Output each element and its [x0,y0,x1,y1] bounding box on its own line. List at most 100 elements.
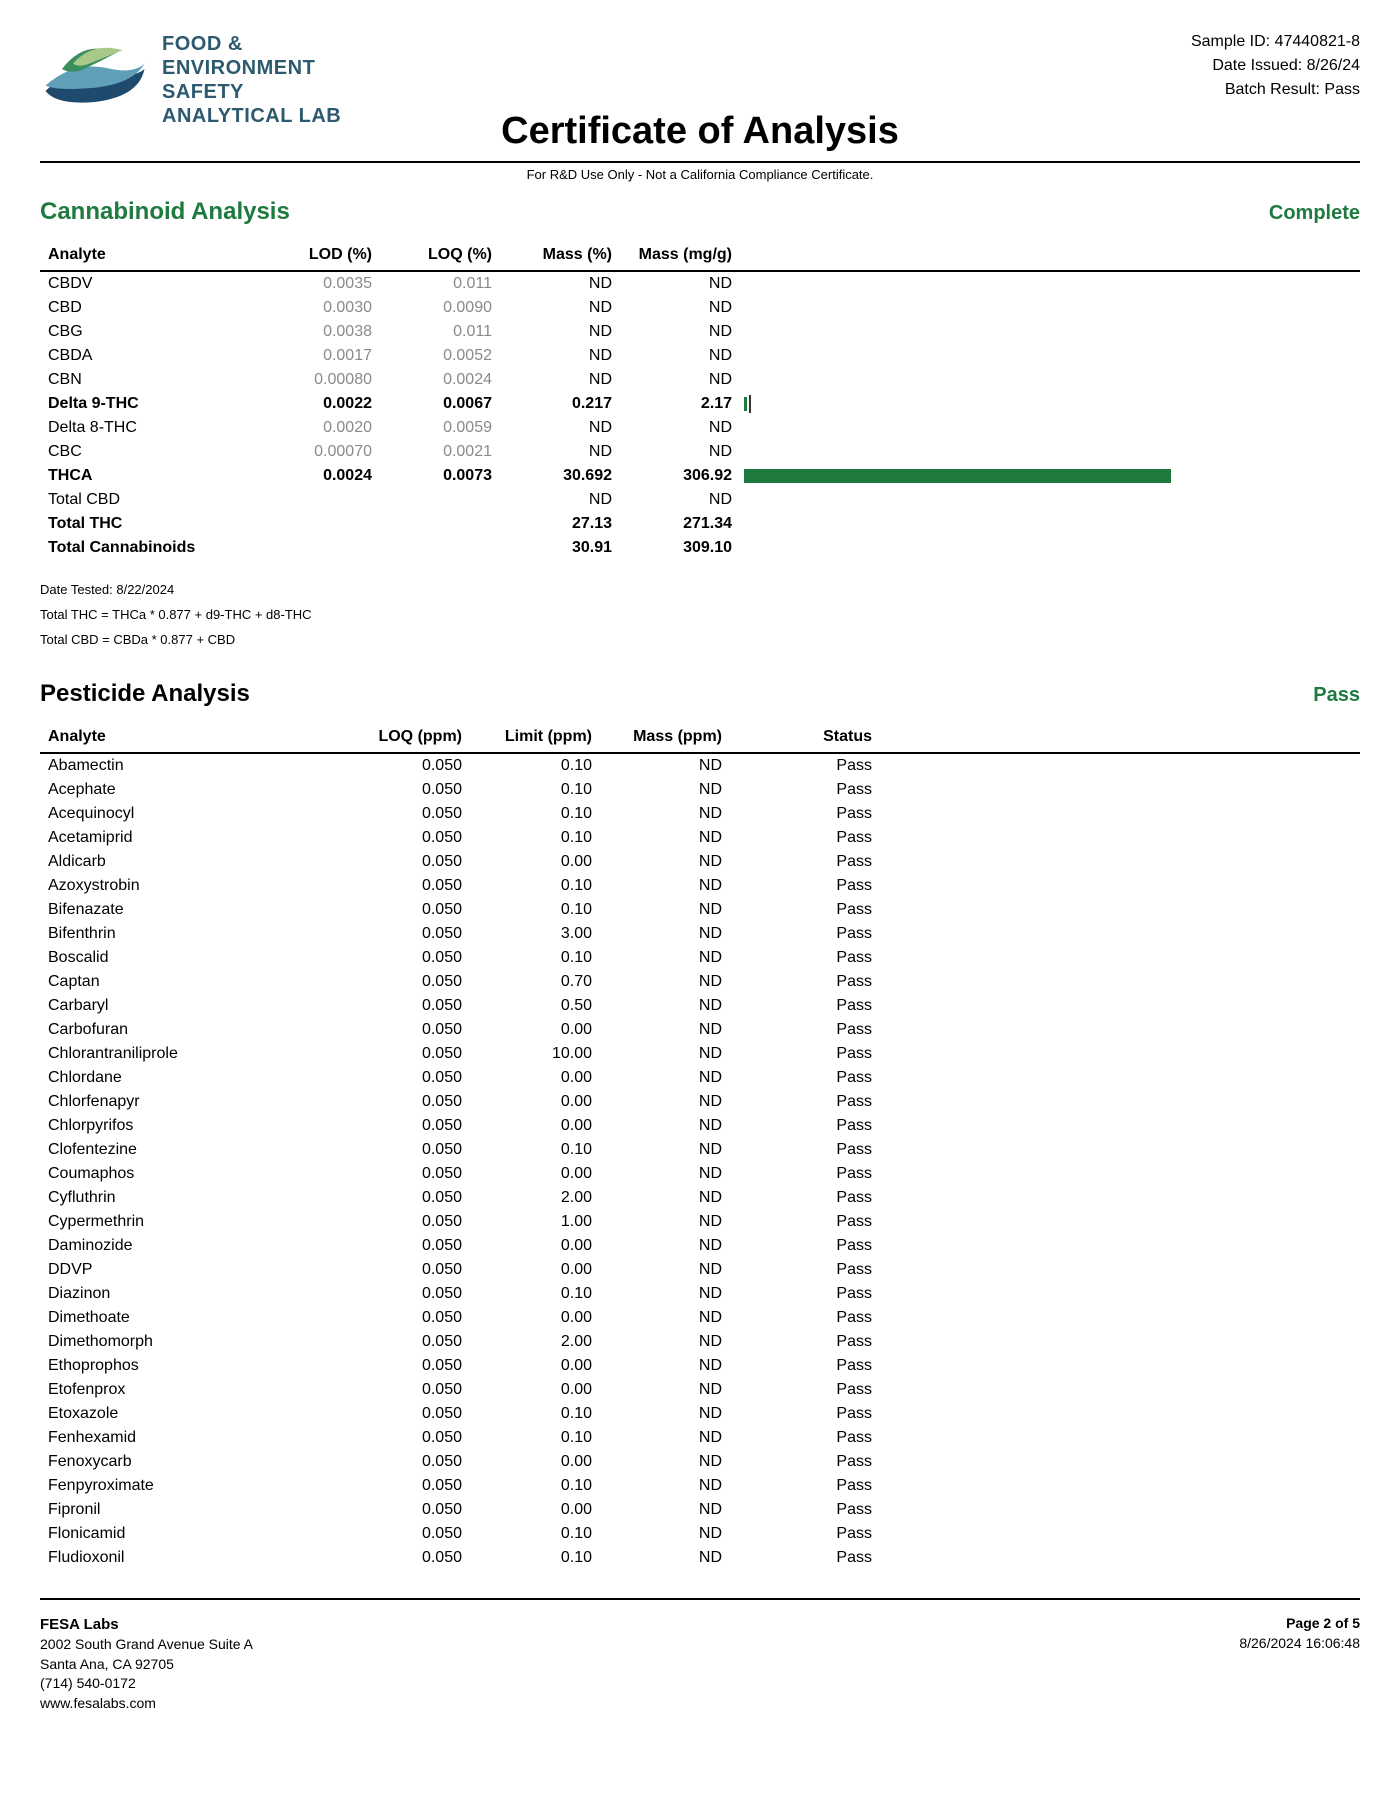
cell-analyte: Chlorantraniliprole [40,1042,340,1066]
cell-spacer [880,1522,1360,1546]
cell-spacer [880,1426,1360,1450]
cell-limit: 3.00 [470,922,600,946]
cell-status: Pass [730,1210,880,1234]
cell-mass: ND [600,1090,730,1114]
pesticide-header-row: Analyte LOQ (ppm) Limit (ppm) Mass (ppm)… [40,722,1360,753]
cell-limit: 0.10 [470,802,600,826]
cell-mass: ND [600,1522,730,1546]
cell-spacer [880,1282,1360,1306]
cell-mass: ND [600,1426,730,1450]
cell-limit: 0.10 [470,946,600,970]
cell-limit: 1.00 [470,1210,600,1234]
cell-analyte: Delta 8-THC [40,416,260,440]
subnote: For R&D Use Only - Not a California Comp… [40,167,1360,182]
note-3: Total CBD = CBDa * 0.877 + CBD [40,628,1360,653]
cell-status: Pass [730,1354,880,1378]
cell-spacer [880,850,1360,874]
logo-block: FOOD & ENVIRONMENT SAFETY ANALYTICAL LAB [40,30,341,130]
cell-status: Pass [730,1018,880,1042]
cell-spacer [880,1210,1360,1234]
sample-id-row: Sample ID: 47440821-8 [1191,30,1360,54]
cell-mass: ND [600,1042,730,1066]
cell-loq: 0.050 [340,946,470,970]
table-row: THCA0.00240.007330.692306.92 [40,464,1360,488]
cell-mass: ND [600,898,730,922]
cell-loq: 0.050 [340,1234,470,1258]
cell-limit: 0.10 [470,1546,600,1570]
cell-analyte: Cyfluthrin [40,1186,340,1210]
cell-mass: ND [600,1354,730,1378]
cell-limit: 0.00 [470,850,600,874]
cell-status: Pass [730,826,880,850]
cell-spacer [880,922,1360,946]
cell-status: Pass [730,1066,880,1090]
cell-spacer [880,1378,1360,1402]
cell-mass-mgg: 309.10 [620,536,740,560]
cell-mass: ND [600,1234,730,1258]
cell-lod [260,536,380,560]
cell-mass: ND [600,826,730,850]
table-row: Carbofuran0.0500.00NDPass [40,1018,1360,1042]
cell-mass-mgg: ND [620,440,740,464]
cell-status: Pass [730,1042,880,1066]
cell-spacer [880,994,1360,1018]
cell-lod: 0.0030 [260,296,380,320]
cell-bar [740,296,1360,320]
pesticide-status: Pass [1313,684,1360,707]
cell-mass-mgg: ND [620,488,740,512]
logo-line-2: ENVIRONMENT [162,56,341,80]
cell-loq: 0.050 [340,898,470,922]
cell-limit: 0.00 [470,1498,600,1522]
cell-mass-pct: 27.13 [500,512,620,536]
cell-analyte: Bifenthrin [40,922,340,946]
table-row: DDVP0.0500.00NDPass [40,1258,1360,1282]
cell-mass-mgg: ND [620,320,740,344]
col-loq: LOQ (%) [380,240,500,271]
cell-lod [260,488,380,512]
cell-spacer [880,946,1360,970]
table-row: Chlorpyrifos0.0500.00NDPass [40,1114,1360,1138]
cell-analyte: Fenpyroximate [40,1474,340,1498]
cell-loq: 0.050 [340,1450,470,1474]
cell-loq: 0.050 [340,1042,470,1066]
col-mass-pct: Mass (%) [500,240,620,271]
cell-loq: 0.0024 [380,368,500,392]
col-mass-mgg: Mass (mg/g) [620,240,740,271]
cell-mass: ND [600,946,730,970]
cell-analyte: Carbaryl [40,994,340,1018]
table-row: Clofentezine0.0500.10NDPass [40,1138,1360,1162]
cell-status: Pass [730,1258,880,1282]
cell-status: Pass [730,1474,880,1498]
table-row: Fenhexamid0.0500.10NDPass [40,1426,1360,1450]
cell-loq: 0.050 [340,1474,470,1498]
cell-mass: ND [600,1066,730,1090]
cell-mass-mgg: 271.34 [620,512,740,536]
cell-loq: 0.011 [380,271,500,296]
cell-spacer [880,1450,1360,1474]
cell-loq: 0.050 [340,1426,470,1450]
cell-bar [740,392,1360,416]
cell-analyte: Diazinon [40,1282,340,1306]
cell-status: Pass [730,1306,880,1330]
table-row: Boscalid0.0500.10NDPass [40,946,1360,970]
cell-mass: ND [600,1546,730,1570]
cell-analyte: CBDV [40,271,260,296]
cell-lod: 0.0024 [260,464,380,488]
cell-analyte: Dimethoate [40,1306,340,1330]
cell-lod: 0.00080 [260,368,380,392]
cell-status: Pass [730,1330,880,1354]
date-issued-row: Date Issued: 8/26/24 [1191,54,1360,78]
cell-lod: 0.0020 [260,416,380,440]
cell-lod: 0.0017 [260,344,380,368]
table-row: Delta 9-THC0.00220.00670.2172.17 [40,392,1360,416]
cell-analyte: Aldicarb [40,850,340,874]
header-rule [40,161,1360,163]
cell-spacer [880,1330,1360,1354]
cell-loq: 0.050 [340,1186,470,1210]
cell-analyte: Chlordane [40,1066,340,1090]
cell-loq: 0.050 [340,1066,470,1090]
cell-analyte: Bifenazate [40,898,340,922]
cell-loq: 0.0073 [380,464,500,488]
logo-line-4: ANALYTICAL LAB [162,104,341,128]
cell-loq: 0.050 [340,1354,470,1378]
